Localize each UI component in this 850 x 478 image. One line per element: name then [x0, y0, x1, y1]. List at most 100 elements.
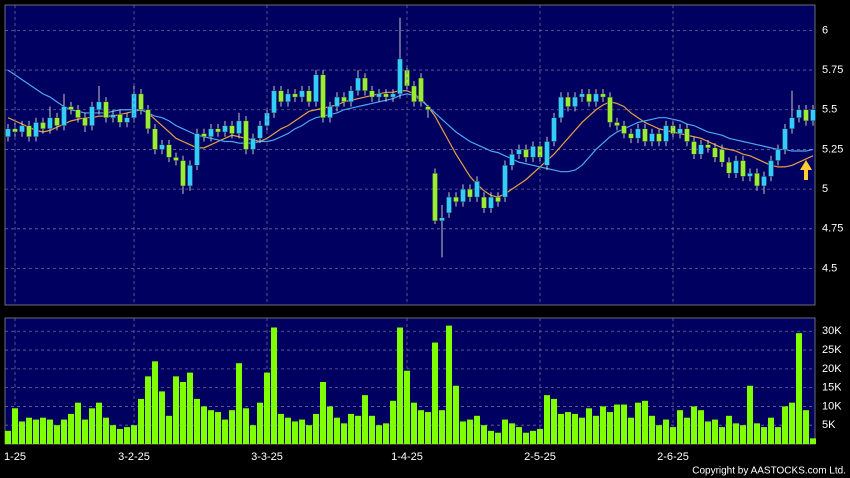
- volume-bar: [768, 417, 774, 444]
- volume-bar: [187, 372, 193, 444]
- volume-bar: [733, 423, 739, 444]
- volume-bar: [593, 415, 599, 444]
- candle-body: [747, 173, 753, 177]
- volume-bar: [677, 410, 683, 444]
- volume-bar: [124, 427, 130, 444]
- candle-body: [579, 93, 585, 98]
- candle-body: [299, 90, 305, 98]
- plot-layer: 4.5 4.75 5 5.25 5.5 5.75 6 5K 10K 15K 20K 25K 30K 1-2…: [4, 5, 843, 463]
- volume-bar: [796, 333, 802, 444]
- candle-body: [40, 122, 46, 130]
- candle-body: [131, 93, 137, 118]
- candle-body: [61, 106, 67, 126]
- volume-bar: [642, 400, 648, 444]
- candle-body: [628, 133, 634, 139]
- volume-bar: [572, 413, 578, 444]
- x-tick-label: 3-3-25: [251, 451, 283, 463]
- candle-body: [432, 173, 438, 222]
- volume-bar: [313, 413, 319, 444]
- candle-body: [425, 106, 431, 110]
- volume-bar: [5, 430, 11, 444]
- volume-bar: [117, 428, 123, 444]
- y-tick-label: 6: [822, 24, 828, 36]
- volume-bar: [425, 412, 431, 444]
- volume-bar: [705, 421, 711, 444]
- volume-bar: [208, 410, 214, 444]
- candle-body: [530, 146, 536, 158]
- volume-bar: [40, 417, 46, 444]
- candle-body: [117, 114, 123, 123]
- volume-bar: [250, 425, 256, 444]
- candle-body: [89, 106, 95, 126]
- volume-bar: [404, 370, 410, 444]
- candle-body: [152, 128, 158, 150]
- candle-body: [187, 165, 193, 187]
- candle-body: [621, 125, 627, 134]
- candle-body: [257, 125, 263, 139]
- volume-bar: [775, 427, 781, 444]
- candle-body: [418, 77, 424, 103]
- volume-bar: [285, 417, 291, 444]
- volume-bar: [586, 408, 592, 444]
- candle-body: [243, 120, 249, 150]
- candle-body: [656, 133, 662, 142]
- volume-bar: [180, 382, 186, 444]
- volume-bar: [131, 425, 137, 444]
- candle-body: [208, 128, 214, 137]
- candle-body: [166, 144, 172, 158]
- volume-bar: [698, 410, 704, 444]
- volume-bar: [754, 423, 760, 444]
- candle-body: [5, 128, 11, 137]
- y-tick-label: 4.5: [822, 262, 837, 274]
- candle-body: [810, 109, 816, 122]
- candle-body: [782, 128, 788, 150]
- candle-body: [47, 117, 53, 130]
- candle-body: [306, 90, 312, 103]
- volume-bar: [614, 404, 620, 444]
- volume-bar: [446, 325, 452, 444]
- volume-bar: [271, 327, 277, 444]
- volume-bar: [523, 432, 529, 444]
- candle-body: [54, 117, 60, 126]
- volume-bar: [740, 425, 746, 444]
- volume-bar: [803, 410, 809, 444]
- candle-body: [362, 77, 368, 91]
- candle-body: [698, 144, 704, 155]
- volume-bar: [481, 425, 487, 444]
- price-panel: [4, 4, 816, 306]
- candle-body: [467, 188, 473, 198]
- volume-bar: [544, 395, 550, 444]
- volume-bar: [145, 376, 151, 444]
- candle-body: [292, 93, 298, 98]
- volume-bar: [257, 402, 263, 444]
- y-tick-label: 5.5: [822, 104, 837, 116]
- candle-body: [355, 77, 361, 91]
- volume-bar: [397, 327, 403, 444]
- y-tick-label: 4.75: [822, 223, 843, 235]
- volume-bar: [383, 423, 389, 444]
- y-tick-label: 25K: [822, 344, 842, 356]
- candle-body: [523, 149, 529, 158]
- volume-bar: [68, 413, 74, 444]
- y-tick-label: 30K: [822, 325, 842, 337]
- volume-bar: [320, 382, 326, 444]
- volume-bar: [726, 415, 732, 444]
- candle-body: [775, 149, 781, 161]
- candle-body: [509, 154, 515, 166]
- candle-body: [397, 58, 403, 95]
- candle-body: [411, 85, 417, 103]
- volume-bar: [516, 427, 522, 444]
- y-tick-label: 5.75: [822, 64, 843, 76]
- volume-bar: [33, 419, 39, 444]
- volume-bar: [621, 404, 627, 444]
- candle-body: [544, 141, 550, 166]
- volume-bar: [467, 419, 473, 444]
- volume-bar: [418, 410, 424, 444]
- candle-body: [159, 144, 165, 150]
- volume-bar: [26, 417, 32, 444]
- arrow-marker: [800, 160, 812, 180]
- candle-body: [75, 109, 81, 118]
- x-tick-label: 3-2-25: [118, 451, 150, 463]
- candle-body: [271, 90, 277, 114]
